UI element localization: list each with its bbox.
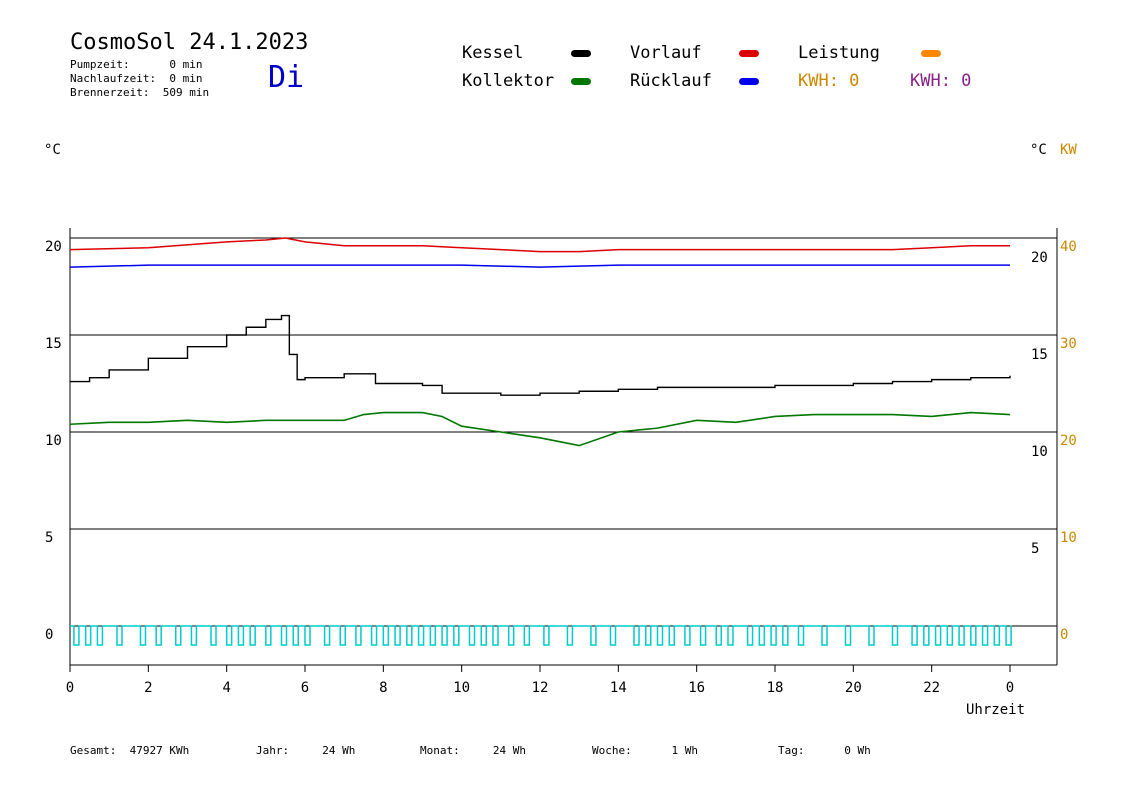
x-tick-label: 4 bbox=[222, 680, 230, 696]
legend-ruecklauf-label: Rücklauf bbox=[630, 71, 712, 91]
brennerzeit-text: Brennerzeit: 509 min bbox=[70, 86, 210, 99]
y-right-c-tick-label: 10 bbox=[1031, 444, 1048, 460]
footer-monat: Monat: 24 Wh bbox=[420, 744, 526, 757]
x-tick-label: 6 bbox=[301, 680, 309, 696]
x-tick-label: 10 bbox=[453, 680, 470, 696]
x-tick-label: 22 bbox=[923, 680, 940, 696]
y-left-tick-label: 15 bbox=[45, 336, 62, 352]
x-tick-label: 14 bbox=[610, 680, 627, 696]
x-tick-label: 8 bbox=[379, 680, 387, 696]
x-tick-label: 20 bbox=[845, 680, 862, 696]
legend-leistung-swatch bbox=[921, 50, 941, 57]
right-axis-unit-c: °C bbox=[1030, 142, 1047, 158]
x-tick-label: 16 bbox=[688, 680, 705, 696]
legend-vorlauf-label: Vorlauf bbox=[630, 43, 702, 63]
legend-leistung-label: Leistung bbox=[798, 43, 880, 63]
y-left-tick-label: 0 bbox=[45, 627, 53, 643]
x-axis-label: Uhrzeit bbox=[966, 702, 1026, 718]
x-tick-label: 2 bbox=[144, 680, 152, 696]
nachlaufzeit-text: Nachlaufzeit: 0 min bbox=[70, 72, 203, 85]
footer-tag: Tag: 0 Wh bbox=[778, 744, 871, 757]
pump-pulse-series bbox=[70, 625, 1012, 646]
y-right-c-tick-label: 5 bbox=[1031, 541, 1039, 557]
footer-gesamt: Gesamt: 47927 KWh bbox=[70, 744, 190, 757]
weekday-label: Di bbox=[268, 60, 305, 95]
legend-ruecklauf-swatch bbox=[739, 78, 759, 85]
y-right-kw-tick-label: 20 bbox=[1060, 433, 1077, 449]
y-left-tick-label: 5 bbox=[45, 530, 53, 546]
x-tick-label: 0 bbox=[1006, 680, 1014, 696]
y-right-kw-tick-label: 10 bbox=[1060, 530, 1077, 546]
x-tick-label: 18 bbox=[767, 680, 784, 696]
legend-kessel-swatch bbox=[571, 50, 591, 57]
legend-kwh-orange: KWH: 0 bbox=[798, 71, 860, 91]
series-line-ruecklauf bbox=[69, 264, 1010, 268]
y-right-kw-tick-label: 40 bbox=[1060, 239, 1077, 255]
y-left-tick-label: 10 bbox=[45, 433, 62, 449]
right-axis-unit-kw: KW bbox=[1060, 142, 1077, 158]
y-right-kw-tick-label: 30 bbox=[1060, 336, 1077, 352]
left-axis-unit: °C bbox=[44, 142, 61, 158]
pumpzeit-text: Pumpzeit: 0 min bbox=[70, 58, 203, 71]
y-right-c-tick-label: 20 bbox=[1031, 250, 1048, 266]
legend-kwh-purple: KWH: 0 bbox=[910, 71, 972, 91]
footer-jahr: Jahr: 24 Wh bbox=[256, 744, 356, 757]
legend-kollektor-swatch bbox=[571, 78, 591, 85]
series-line-kessel bbox=[70, 314, 1011, 396]
legend-kessel-label: Kessel bbox=[462, 43, 524, 63]
series-line-vorlauf bbox=[69, 237, 1010, 253]
x-tick-label: 12 bbox=[532, 680, 549, 696]
series-line-kollektor bbox=[69, 411, 1011, 447]
x-tick-label: 0 bbox=[66, 680, 74, 696]
page-title: CosmoSol 24.1.2023 bbox=[70, 30, 309, 55]
legend-vorlauf-swatch bbox=[739, 50, 759, 57]
legend-kollektor-label: Kollektor bbox=[462, 71, 555, 91]
y-right-c-tick-label: 15 bbox=[1031, 347, 1048, 363]
y-right-kw-tick-label: 0 bbox=[1060, 627, 1068, 643]
y-left-tick-label: 20 bbox=[45, 239, 62, 255]
footer-woche: Woche: 1 Wh bbox=[592, 744, 698, 757]
